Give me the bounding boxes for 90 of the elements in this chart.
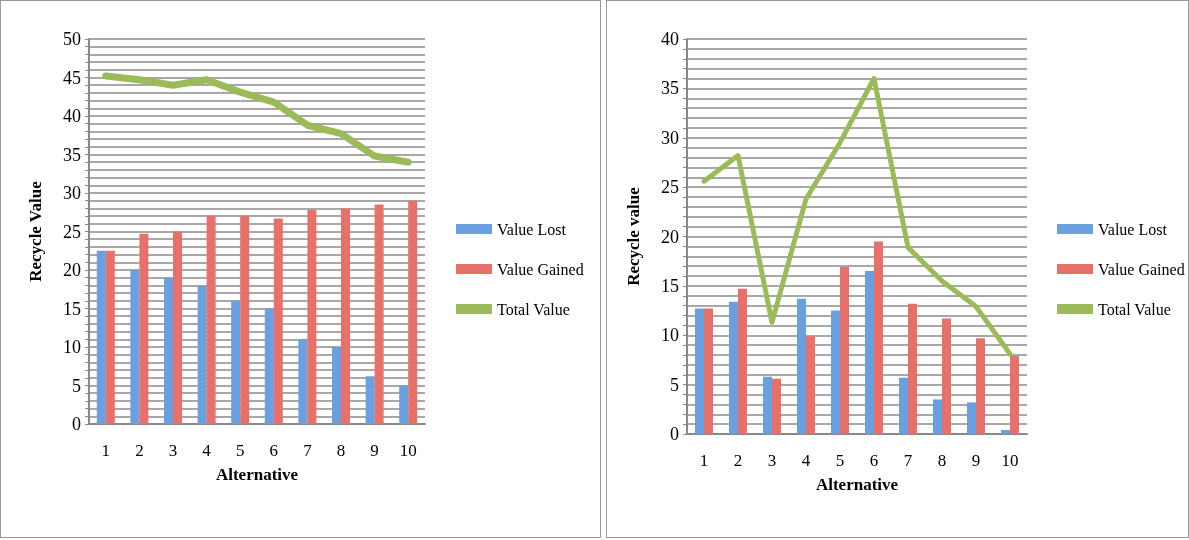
bar [797,298,806,434]
bar [408,200,418,424]
legend-label: Total Value [497,300,570,318]
bar [173,231,182,424]
x-tick-label: 7 [303,441,313,460]
x-tick-label: 5 [835,451,845,470]
bar [976,338,985,434]
bar [704,308,713,434]
x-tick-label: 5 [235,441,245,460]
x-tick-label: 9 [971,451,981,470]
y-tick-label: 10 [661,325,679,346]
bar [273,218,283,424]
y-tick-label: 15 [661,275,679,296]
y-tick-label: 5 [72,375,81,396]
bar [738,288,747,434]
legend-label: Value Gained [1098,260,1185,278]
x-tick-label: 10 [1001,451,1019,470]
bar [365,376,375,424]
bar [874,241,883,434]
bar [264,308,274,424]
bar [806,336,815,434]
bar [231,300,241,424]
bar [763,376,772,434]
bar [942,318,951,434]
x-tick-label: 2 [733,451,743,470]
y-tick-label: 30 [63,183,81,203]
bar [840,267,849,434]
bar [831,310,840,434]
bar [374,204,384,424]
y-tick-label: 40 [63,106,81,126]
x-tick-label: 10 [399,441,417,460]
y-tick-label: 25 [63,221,81,242]
bar [967,402,976,434]
y-tick-label: 5 [670,374,679,395]
x-axis-title: Alternative [215,465,299,484]
bar [399,385,409,424]
x-tick-label: 3 [767,451,777,470]
x-tick-label: 2 [135,441,144,460]
y-tick-label: 45 [63,67,81,88]
y-axis-title: Recycle value [624,186,643,286]
x-tick-label: 3 [168,441,178,460]
x-axis-title: Alternative [815,475,899,494]
bar [240,216,250,424]
bar [695,308,704,434]
bar [130,270,140,424]
y-tick-label: 50 [63,29,81,49]
legend-label: Total Value [1098,300,1171,318]
bar [908,303,917,434]
bar [307,209,317,424]
legend-label: Value Gained [497,260,584,278]
bar [933,399,942,434]
bar [865,271,874,434]
x-tick-label: 9 [370,441,379,460]
bar [899,377,908,434]
x-tick-label: 6 [269,441,279,460]
bar [206,216,216,424]
x-tick-label: 8 [336,441,346,460]
y-axis-title: Recycle Value [26,180,45,282]
legend-label: Value Lost [497,220,567,238]
y-tick-label: 40 [661,29,679,49]
x-tick-label: 7 [903,451,913,470]
bar [772,378,781,434]
y-tick-label: 10 [63,337,81,357]
y-tick-label: 0 [670,424,679,444]
y-tick-label: 30 [661,127,679,148]
bar [164,277,173,424]
y-tick-label: 15 [63,298,81,319]
bar [139,233,149,424]
y-tick-label: 35 [63,144,81,165]
bar [1010,355,1019,434]
y-tick-label: 20 [661,226,679,247]
x-tick-label: 4 [801,451,811,470]
y-tick-label: 25 [661,177,679,198]
bar [105,250,115,424]
y-tick-label: 35 [661,78,679,99]
legend-label: Value Lost [1098,220,1168,238]
bar [729,301,738,434]
bar [341,208,350,424]
bar [332,347,341,424]
x-tick-label: 4 [202,441,212,460]
bar [197,285,207,424]
y-tick-label: 20 [63,260,81,280]
bar [96,250,106,424]
y-tick-label: 0 [72,414,81,434]
bar [298,339,308,424]
bar [1001,430,1010,434]
x-tick-label: 8 [937,451,947,470]
x-tick-label: 1 [699,451,709,470]
x-tick-label: 1 [101,441,111,460]
x-tick-label: 6 [869,451,879,470]
